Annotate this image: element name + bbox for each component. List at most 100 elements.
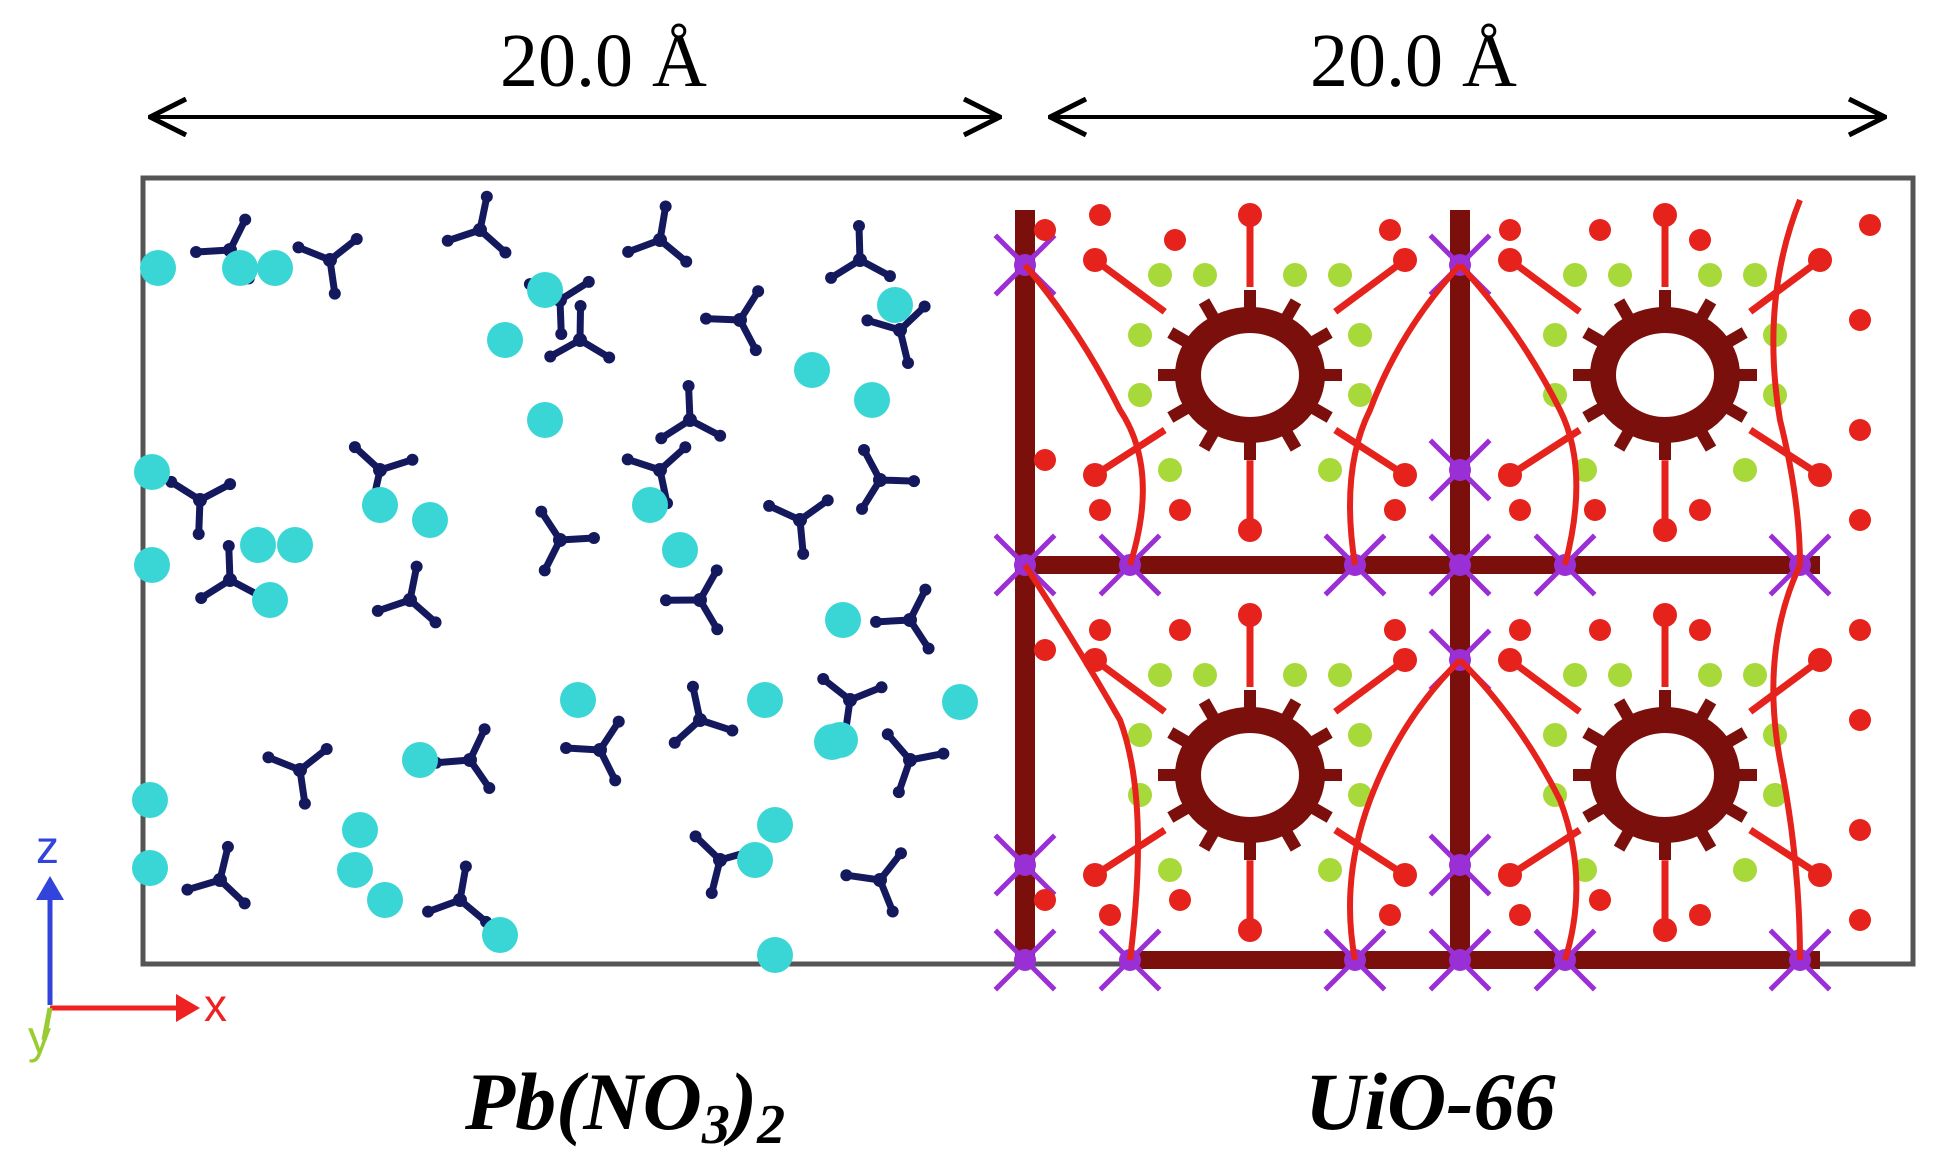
oxygen-atom (901, 357, 914, 370)
ring-bond (1275, 298, 1302, 331)
oxygen-atom (238, 897, 251, 910)
hydrogen-atom (1733, 458, 1757, 482)
zirconium-atom (1449, 554, 1471, 576)
nitrogen-atom (683, 413, 697, 427)
nitrate-ion (660, 564, 724, 636)
oxygen-atom (1379, 219, 1401, 241)
oxygen-atom (726, 724, 739, 737)
hydrogen-atom (1328, 663, 1352, 687)
ring-bond (1300, 797, 1333, 823)
framework-bond (1770, 563, 1803, 961)
z-axis-head (36, 876, 64, 900)
oxygen-atom (328, 287, 341, 300)
hydrogen-atom (1193, 663, 1217, 687)
oxygen-atom (711, 623, 724, 636)
hydrogen-atom (1348, 383, 1372, 407)
zirconium-node (1768, 928, 1832, 992)
oxygen-atom (710, 564, 723, 577)
oxygen-atom (1393, 863, 1417, 887)
nitrogen-atom (903, 753, 917, 767)
hydrogen-atom (1608, 663, 1632, 687)
lead-ion (877, 287, 913, 323)
lead-ion (412, 502, 448, 538)
oxygen-atom (262, 751, 275, 764)
nitrate-ion (840, 847, 907, 918)
hydrogen-atom (1763, 783, 1787, 807)
oxygen-atom (1034, 639, 1056, 661)
nitrogen-atom (693, 593, 707, 607)
nitrate-ion (560, 715, 625, 787)
oxygen-atom (1083, 248, 1107, 272)
caption-pb-main: Pb(NO (465, 1056, 702, 1147)
oxygen-atom (1849, 619, 1871, 641)
ring-bond (1300, 397, 1333, 423)
oxygen-atom (1509, 904, 1531, 926)
hydrogen-atom (1348, 723, 1372, 747)
x-axis-label: x (204, 979, 227, 1031)
nitrogen-atom (893, 323, 907, 337)
oxygen-atom (1034, 889, 1056, 911)
oxygen-atom (682, 380, 695, 393)
oxygen-atom (1653, 603, 1677, 627)
nitrate-ion (430, 723, 496, 794)
lead-ion (337, 852, 373, 888)
oxygen-atom (1849, 819, 1871, 841)
nitrate-ion (535, 505, 600, 577)
lead-ion (367, 882, 403, 918)
caption-pb-sub3: 3 (701, 1094, 730, 1156)
nitrate-ion (165, 475, 237, 540)
lead-ion (362, 487, 398, 523)
oxygen-atom (817, 673, 830, 686)
oxygen-atom (1498, 648, 1522, 672)
hydrogen-atom (1563, 663, 1587, 687)
oxygen-atom (1379, 904, 1401, 926)
right-dimension-label: 20.0 Å (1310, 19, 1517, 103)
nitrate-ion (856, 444, 920, 515)
carbon-ring (1175, 307, 1325, 443)
hydrogen-atom (1128, 383, 1152, 407)
framework-bond (1022, 263, 1146, 566)
lead-ion (662, 532, 698, 568)
nitrogen-atom (323, 253, 337, 267)
oxygen-atom (1238, 918, 1262, 942)
zirconium-node (1323, 928, 1387, 992)
framework-bond (1770, 198, 1803, 566)
lead-ion (277, 527, 313, 563)
oxygen-atom (883, 270, 896, 283)
zirconium-node (1428, 438, 1492, 502)
lead-ion (747, 682, 783, 718)
axis-triad (36, 876, 200, 1041)
ring-bond (1690, 698, 1717, 731)
nitrate-ion (700, 285, 765, 357)
oxygen-atom (621, 453, 634, 466)
nitrate-ion (622, 200, 693, 268)
carboxyl-bond (1093, 827, 1167, 878)
oxygen-atom (1099, 904, 1121, 926)
lead-ion (342, 812, 378, 848)
hydrogen-atom (1158, 458, 1182, 482)
x-axis-head (176, 994, 200, 1022)
zirconium-atom (1014, 854, 1036, 876)
oxygen-atom (1689, 229, 1711, 251)
ring-bond (1198, 698, 1225, 731)
nitrogen-atom (553, 533, 567, 547)
oxygen-atom (700, 312, 713, 325)
lead-ion (757, 937, 793, 973)
oxygen-atom (190, 246, 203, 259)
ring-bond (1690, 298, 1717, 331)
framework-bond (1347, 657, 1463, 961)
hydrogen-atom (1698, 263, 1722, 287)
carboxyl-bond (1093, 427, 1167, 478)
oxygen-atom (1584, 499, 1606, 521)
caption-pb-close: ) (729, 1056, 758, 1147)
oxygen-atom (1089, 204, 1111, 226)
nitrate-ion (441, 190, 512, 259)
zirconium-node (993, 928, 1057, 992)
oxygen-atom (410, 560, 423, 573)
oxygen-atom (555, 327, 568, 340)
hydrogen-atom (1608, 263, 1632, 287)
hydrogen-atom (1743, 663, 1767, 687)
lead-ion (402, 742, 438, 778)
oxygen-atom (1498, 863, 1522, 887)
ring-bond (1582, 797, 1615, 823)
